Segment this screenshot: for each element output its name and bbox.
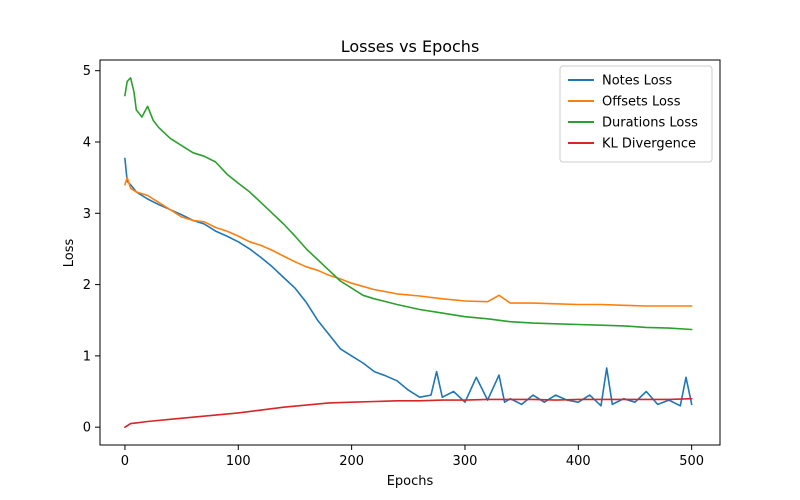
y-tick-label: 3 — [83, 207, 91, 222]
x-tick-label: 0 — [121, 454, 129, 469]
legend-label-kl-divergence: KL Divergence — [602, 137, 696, 152]
y-tick-label: 0 — [83, 421, 91, 436]
x-axis: 0 100 200 300 400 500 — [121, 445, 704, 469]
series-line-offsets-loss — [124, 176, 693, 307]
x-tick-label: 100 — [226, 454, 251, 469]
series-layer — [124, 77, 693, 429]
y-tick-label: 5 — [83, 64, 91, 79]
legend-label-offsets-loss: Offsets Loss — [602, 95, 681, 110]
y-axis: 0 1 2 3 4 5 — [83, 64, 100, 436]
x-tick-label: 400 — [566, 454, 591, 469]
legend: Notes Loss Offsets Loss Durations Loss KL D… — [559, 65, 713, 163]
series-line-notes-loss — [124, 157, 693, 407]
x-tick-label: 200 — [339, 454, 364, 469]
y-tick-label: 1 — [83, 349, 91, 364]
legend-label-notes-loss: Notes Loss — [602, 74, 672, 89]
x-tick-label: 500 — [679, 454, 704, 469]
y-tick-label: 4 — [83, 135, 91, 150]
legend-label-durations-loss: Durations Loss — [602, 116, 698, 131]
y-tick-label: 2 — [83, 278, 91, 293]
x-axis-label: Epochs — [387, 474, 434, 489]
x-tick-label: 300 — [453, 454, 478, 469]
y-axis-label: Loss — [62, 239, 77, 268]
series-line-durations-loss — [124, 77, 693, 331]
series-line-kl-divergence — [124, 397, 693, 429]
plot-frame — [99, 59, 721, 446]
legend-box — [559, 65, 713, 163]
chart-title: Losses vs Epochs — [341, 37, 480, 56]
